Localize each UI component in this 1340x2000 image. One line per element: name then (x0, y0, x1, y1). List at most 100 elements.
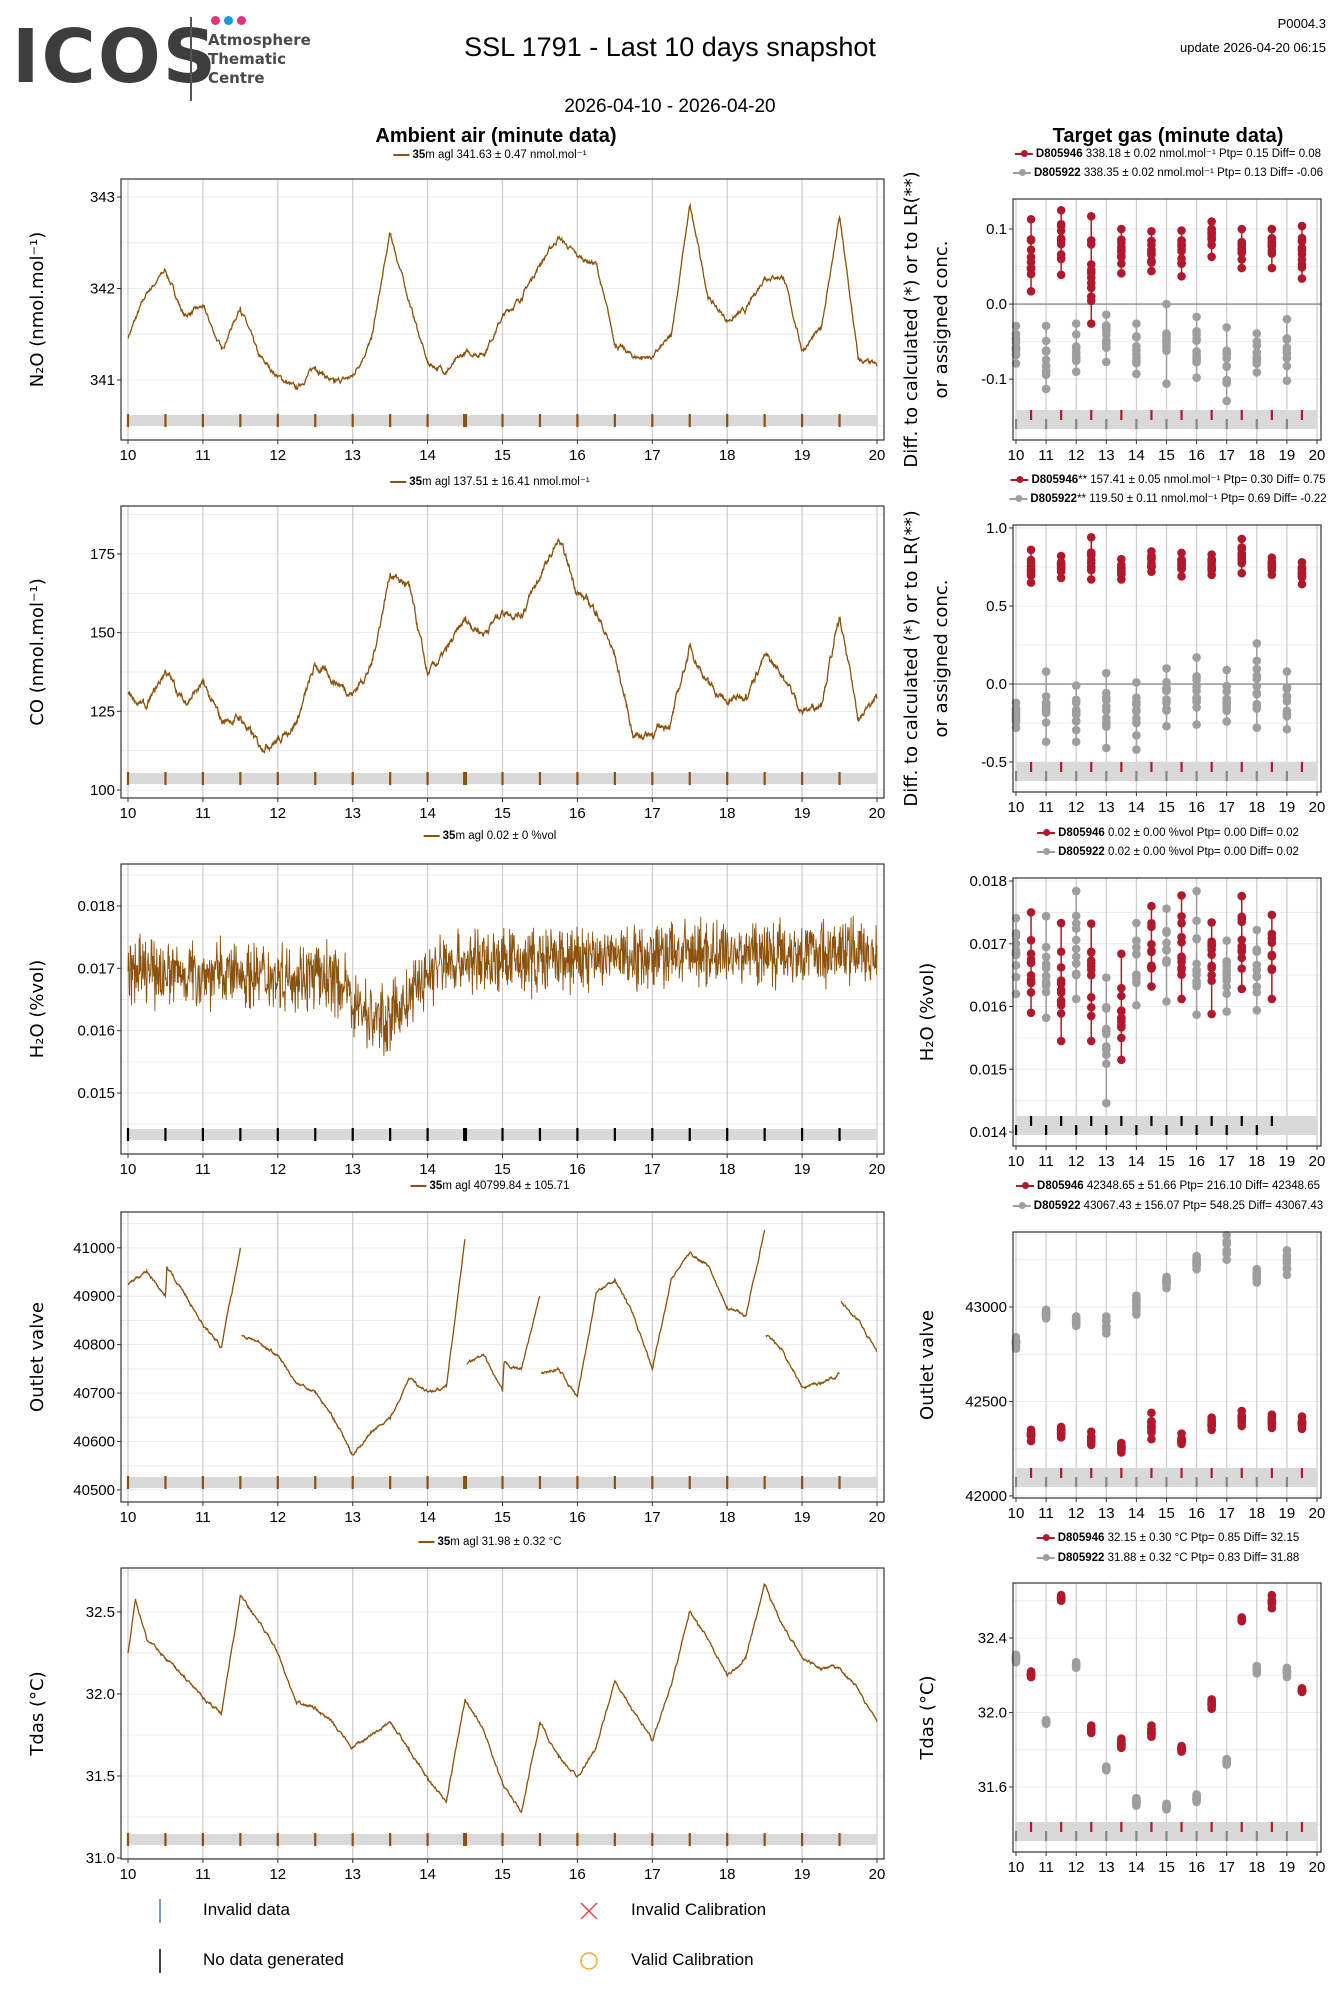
y-tick-label: 0.014 (969, 1124, 1007, 1141)
calibration-point (1041, 942, 1051, 952)
y-tick-label: 42500 (965, 1393, 1007, 1410)
calibration-point (1222, 970, 1231, 979)
x-tick-label: 16 (1188, 799, 1205, 816)
calibration-point (1071, 698, 1081, 708)
calibration-point (1267, 964, 1277, 973)
calibration-point (1102, 1321, 1111, 1331)
calibration-point (1192, 312, 1201, 322)
calibration-point (1071, 970, 1081, 980)
calibration-point (1147, 555, 1156, 564)
calibration-point (1041, 370, 1051, 380)
x-tick-label: 14 (419, 1509, 436, 1526)
calibration-point (1252, 682, 1262, 691)
series-line-35m (127, 202, 878, 391)
calibration-point (1086, 575, 1096, 584)
calibration-point (1132, 973, 1141, 983)
calibration-point (1252, 639, 1262, 648)
calibration-point (1056, 947, 1066, 957)
calibration-point (1162, 337, 1171, 346)
calibration-point (1132, 319, 1141, 328)
x-tick-label: 12 (1068, 1505, 1085, 1522)
calibration-point (1086, 1427, 1096, 1436)
no-data-generated-icon (159, 1949, 161, 1973)
calibration-point (1177, 918, 1186, 928)
calibration-point (1056, 563, 1066, 573)
legend-text: m agl 341.63 ± 0.47 nmol.mol⁻¹ (425, 149, 587, 161)
calibration-point (1011, 948, 1021, 958)
calibration-point (1147, 1426, 1156, 1436)
calibration-point (1177, 226, 1186, 235)
calibration-point (1162, 379, 1171, 388)
calibration-point (1177, 1429, 1186, 1438)
calibration-point (1177, 963, 1186, 973)
calibration-point (1117, 259, 1126, 268)
h2o-ambient-legend: 35m agl 0.02 ± 0 %vol (423, 829, 556, 843)
calibration-point (1041, 692, 1051, 701)
calibration-point (1192, 1790, 1201, 1799)
calibration-point (1192, 720, 1201, 729)
calibration-point (1056, 996, 1066, 1005)
calibration-point (1162, 686, 1171, 696)
calibration-point (1147, 946, 1156, 956)
calibration-point (1237, 224, 1247, 234)
calibration-point (1282, 376, 1292, 385)
calibration-point (1147, 939, 1156, 949)
calibration-point (1041, 1311, 1051, 1321)
calibration-point (1297, 263, 1307, 272)
x-tick-label: 19 (794, 805, 811, 822)
series-D805922 (1011, 639, 1292, 754)
calibration-point (1162, 955, 1171, 965)
calibration-point (1162, 343, 1171, 352)
calibration-point (1102, 336, 1111, 346)
x-tick-label: 15 (494, 1509, 511, 1526)
calibration-point (1222, 1230, 1231, 1240)
calibration-point (1207, 1695, 1216, 1704)
calibration-point (1026, 214, 1036, 224)
calibration-point (1026, 252, 1036, 262)
calibration-point (1267, 224, 1277, 234)
calibration-point (1267, 910, 1277, 920)
calibration-point (1056, 976, 1066, 985)
x-tick-label: 12 (269, 1509, 286, 1526)
calibration-point (1177, 891, 1186, 900)
logo-subtitle-line: Atmosphere (208, 31, 311, 49)
logo-subtitle-line: Centre (208, 69, 265, 87)
calibration-point (1177, 932, 1186, 942)
x-tick-label: 17 (644, 805, 661, 822)
calibration-point (1147, 922, 1156, 932)
calibration-point (1162, 329, 1171, 338)
calibration-point (1222, 354, 1231, 363)
x-tick-label: 18 (1248, 1153, 1265, 1170)
legend-point-swatch (1036, 1553, 1055, 1561)
legend-cylinder: D805922 (1057, 1552, 1105, 1564)
x-tick-label: 10 (120, 1161, 137, 1178)
calibration-point (1252, 700, 1262, 710)
y-axis-label: Diff. to calculated (*) or to LR(**) (901, 510, 922, 806)
calibration-point (1282, 691, 1292, 701)
calibration-point (1252, 1264, 1262, 1274)
legend-height: 35 (437, 1536, 451, 1548)
calibration-point (1011, 344, 1021, 354)
calibration-point (1132, 1000, 1141, 1010)
x-tick-label: 15 (494, 1866, 511, 1883)
outlet-valve-ambient-legend: 35m agl 40799.84 ± 105.71 (410, 1179, 569, 1193)
x-tick-label: 14 (1128, 799, 1145, 816)
calibration-point (1222, 699, 1231, 709)
calibration-point (1162, 928, 1171, 937)
calibration-point (1207, 550, 1216, 559)
calibration-point (1011, 329, 1021, 339)
y-axis-label: Diff. to calculated (*) or to LR(**) (901, 171, 922, 467)
y-tick-label: 0.016 (77, 1023, 115, 1040)
calibration-point (1011, 961, 1021, 970)
calibration-point (1177, 558, 1186, 568)
x-tick-label: 14 (419, 1161, 436, 1178)
legend-text: 31.88 ± 0.32 °C Ptp= 0.83 Diff= 31.88 (1104, 1552, 1300, 1564)
calibration-point (1011, 350, 1021, 360)
calibration-point (1267, 1419, 1277, 1429)
x-tick-label: 16 (1188, 1859, 1205, 1876)
logo-subtitle-line: Thematic (208, 50, 287, 68)
calibration-point (1011, 972, 1021, 982)
series-line-35m (127, 915, 878, 1056)
calibration-point (1222, 375, 1231, 385)
x-tick-label: 11 (195, 447, 211, 464)
